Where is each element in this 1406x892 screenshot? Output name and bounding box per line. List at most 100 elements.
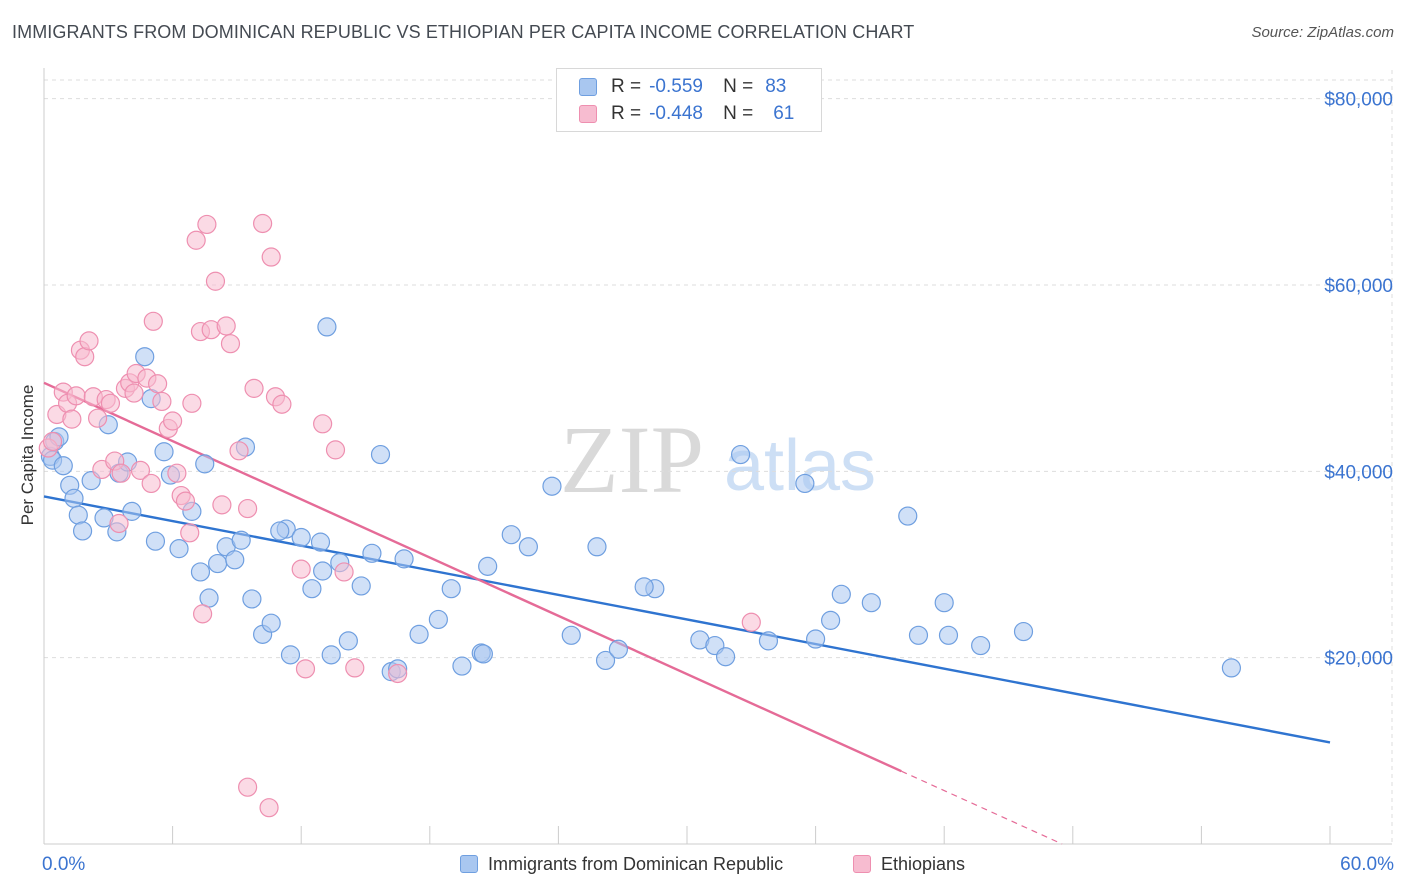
legend-label: Ethiopians xyxy=(881,853,966,874)
data-point-blue xyxy=(231,530,251,550)
y-tick-label: $60,000 xyxy=(1324,276,1393,297)
source-label: Source: ZipAtlas.com xyxy=(1251,24,1394,41)
data-point-blue xyxy=(190,562,211,582)
tick-labels: $20,000 $40,000 $60,000 $80,000 0.0% 60.0% xyxy=(42,90,1394,875)
data-point-pink xyxy=(62,409,82,429)
data-point-pink xyxy=(147,374,168,394)
data-point-blue xyxy=(195,454,215,474)
data-point-blue xyxy=(338,631,358,651)
y-axis-label: Per Capita Income xyxy=(18,384,37,526)
data-point-blue xyxy=(302,579,322,599)
data-point-pink xyxy=(205,271,226,291)
data-point-blue xyxy=(362,543,382,563)
trend-line-blue xyxy=(43,495,1331,744)
data-point-pink xyxy=(66,386,86,406)
data-point-blue xyxy=(587,537,607,557)
trend-line-extension-pink xyxy=(901,770,1063,845)
data-point-pink xyxy=(130,460,151,480)
data-point-blue xyxy=(938,625,959,645)
r-value: -0.448 xyxy=(649,103,703,124)
n-value: 61 xyxy=(773,103,795,124)
legend-row-ethiopian: R = -0.448 N = 61 xyxy=(579,101,794,127)
data-point-pink xyxy=(180,523,200,543)
trend-lines xyxy=(43,381,1331,845)
y-tick-label: $20,000 xyxy=(1324,649,1393,670)
data-point-blue xyxy=(313,561,333,581)
data-point-pink xyxy=(152,391,172,412)
data-point-blue xyxy=(821,610,841,630)
data-point-pink xyxy=(220,334,241,354)
data-point-blue xyxy=(1013,621,1034,642)
data-point-blue xyxy=(473,644,493,664)
y-tick-label: $40,000 xyxy=(1324,462,1393,483)
data-point-pink xyxy=(141,473,161,494)
data-point-pink xyxy=(79,331,99,351)
data-point-pink xyxy=(216,316,236,336)
data-point-blue xyxy=(908,625,929,645)
r-label: R = xyxy=(611,76,642,97)
data-point-pink xyxy=(75,347,95,367)
data-point-blue xyxy=(1221,658,1242,678)
n-label: N = xyxy=(723,76,754,97)
data-point-pink xyxy=(253,213,273,234)
data-point-blue xyxy=(135,347,155,367)
legend-item-dominican: Immigrants from Dominican Republic xyxy=(460,852,783,876)
r-value: -0.559 xyxy=(649,76,703,97)
data-point-blue xyxy=(452,656,472,676)
r-label: R = xyxy=(611,103,642,124)
pink-swatch xyxy=(579,105,597,123)
data-point-blue xyxy=(409,624,429,644)
data-point-blue xyxy=(321,645,341,665)
watermark-zip: ZIP xyxy=(560,406,704,513)
legend-label: Immigrants from Dominican Republic xyxy=(488,853,784,874)
zipatlas-watermark: ZIP atlas xyxy=(560,406,876,513)
data-point-blue xyxy=(122,501,142,521)
data-point-blue xyxy=(154,442,174,462)
data-point-blue xyxy=(898,506,918,526)
data-point-pink xyxy=(87,408,108,428)
data-point-blue xyxy=(608,639,629,659)
data-point-pink xyxy=(238,498,258,519)
data-point-blue xyxy=(730,444,751,465)
data-point-blue xyxy=(441,579,461,599)
data-point-pink xyxy=(272,394,292,414)
watermark-atlas: atlas xyxy=(724,426,876,506)
data-point-pink xyxy=(167,463,187,483)
data-point-blue xyxy=(561,625,581,645)
legend-row-dominican: R = -0.559 N = 83 xyxy=(579,74,786,100)
x-tick-label: 0.0% xyxy=(42,854,85,875)
data-point-blue xyxy=(595,650,616,671)
n-label: N = xyxy=(723,103,754,124)
data-point-blue xyxy=(831,584,851,604)
data-point-blue xyxy=(634,577,654,597)
data-point-pink xyxy=(295,659,316,679)
data-point-blue xyxy=(225,550,245,570)
data-point-blue xyxy=(518,537,538,557)
data-point-blue xyxy=(795,473,815,494)
data-point-pink xyxy=(111,463,131,483)
data-point-blue xyxy=(861,593,881,613)
data-point-blue xyxy=(145,531,166,551)
data-point-pink xyxy=(238,777,258,797)
data-point-blue xyxy=(317,317,337,337)
data-point-blue xyxy=(971,635,991,656)
data-point-pink xyxy=(334,562,354,582)
data-point-pink xyxy=(388,663,408,684)
data-point-blue xyxy=(478,556,498,576)
data-point-pink xyxy=(313,414,333,434)
data-point-blue xyxy=(805,629,826,649)
data-point-pink xyxy=(175,491,196,511)
data-point-pink xyxy=(193,604,213,624)
data-point-pink xyxy=(182,393,202,413)
data-point-blue xyxy=(310,532,331,552)
chart-title: IMMIGRANTS FROM DOMINICAN REPUBLIC VS ET… xyxy=(12,22,915,42)
data-point-pink xyxy=(325,440,346,460)
data-point-pink xyxy=(259,798,279,818)
data-point-blue xyxy=(68,505,88,525)
data-point-blue xyxy=(934,593,954,613)
data-point-blue xyxy=(261,613,281,633)
data-point-blue xyxy=(291,527,311,548)
data-point-pink xyxy=(124,383,144,403)
data-point-blue xyxy=(758,631,779,651)
